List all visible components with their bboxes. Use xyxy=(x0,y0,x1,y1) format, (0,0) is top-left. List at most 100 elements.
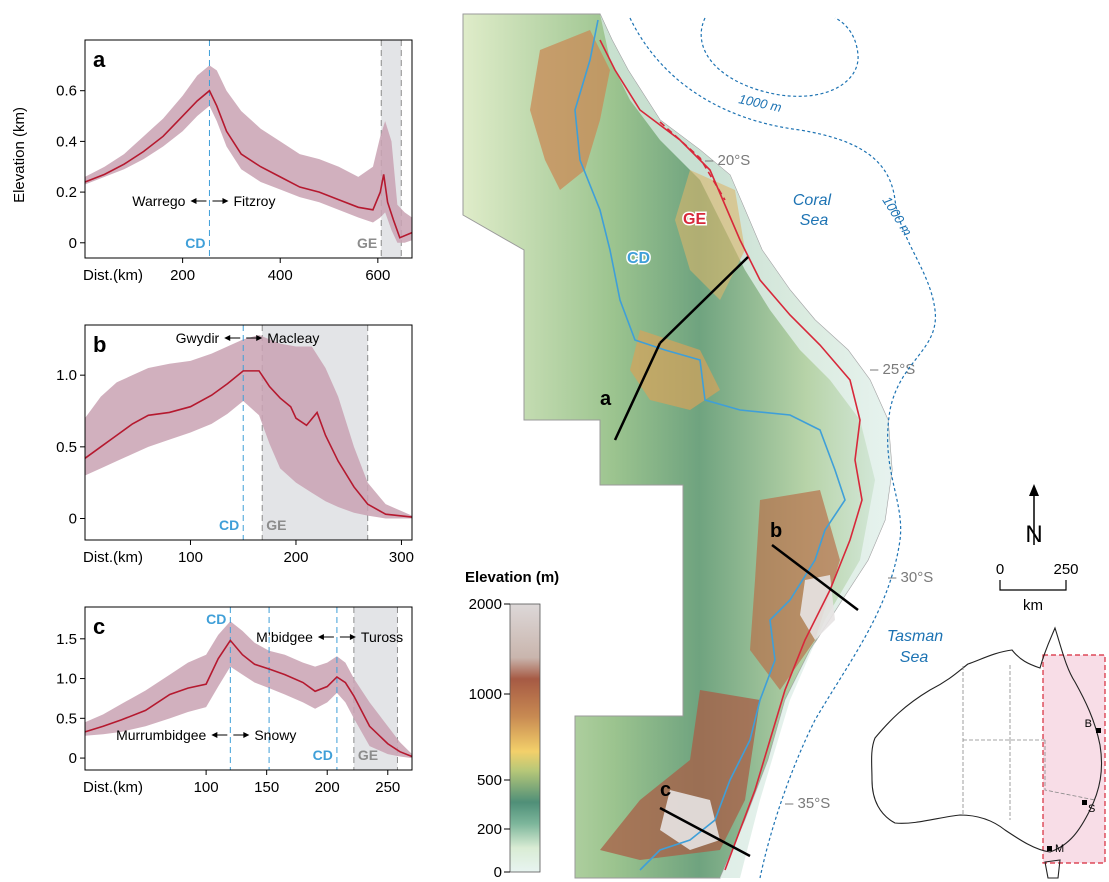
lat-label-20: – 20°S xyxy=(705,152,750,169)
y-tick-label: 0.6 xyxy=(56,83,77,100)
plot-frame xyxy=(84,39,413,259)
plot-frame xyxy=(84,606,413,771)
drainage-basin-left: Warrego xyxy=(132,193,185,209)
elevation-range-band xyxy=(85,65,412,243)
y-tick-label: 0 xyxy=(69,511,77,528)
australia-inset: B S M xyxy=(871,626,1106,879)
contour-label-east: 1000 m xyxy=(879,194,915,239)
scale-unit: km xyxy=(1023,597,1043,614)
scale-tick-0: 0 xyxy=(996,561,1004,578)
elevation-range-band xyxy=(85,621,412,759)
arrow-head xyxy=(349,634,356,640)
y-tick-label: 1.0 xyxy=(56,671,77,688)
x-tick-label: 250 xyxy=(375,779,400,796)
bathymetry-contour-east xyxy=(629,17,936,879)
elevation-map: a b c GE CD – 20°S – 25°S – 30°S – 35°S … xyxy=(462,13,943,879)
legend-title: Elevation (m) xyxy=(465,569,559,586)
scale-tick-250: 250 xyxy=(1053,561,1078,578)
highland-ne xyxy=(675,170,745,300)
alpine-snow-2 xyxy=(800,575,835,640)
sea-label-coral: Coral xyxy=(793,192,832,209)
panel-letter: c xyxy=(93,614,105,639)
y-tick-label: 0.4 xyxy=(56,133,77,150)
transect-c xyxy=(659,806,751,858)
lat-label-25: – 25°S xyxy=(870,361,915,378)
australia-outline xyxy=(871,626,1103,853)
x-tick-label: 200 xyxy=(315,779,340,796)
highland-south xyxy=(600,690,760,860)
continental-divide-line xyxy=(574,19,846,871)
cd-label-top: CD xyxy=(206,611,226,627)
inset-city-s: S xyxy=(1088,803,1095,815)
panel-letter: b xyxy=(93,332,106,357)
legend-tick-label: 500 xyxy=(477,772,502,789)
map-ge-label: GE xyxy=(683,211,706,228)
x-tick-label: 400 xyxy=(268,267,293,284)
arrow-head xyxy=(190,198,197,204)
transect-label-a: a xyxy=(600,388,612,410)
x-tick-label: 150 xyxy=(254,779,279,796)
map-cd-label: CD xyxy=(627,250,650,267)
legend-tick-label: 2000 xyxy=(469,596,502,613)
ge-escarpment-dashed xyxy=(659,121,726,201)
x-axis-label: Dist.(km) xyxy=(83,267,143,284)
arrow-head xyxy=(243,732,250,738)
drainage-basin-right: Snowy xyxy=(254,727,296,743)
ge-label: GE xyxy=(266,517,286,533)
mean-elevation-line xyxy=(84,639,413,758)
transect-a xyxy=(613,342,662,441)
transect-a-2 xyxy=(659,256,749,344)
x-tick-label: 200 xyxy=(283,549,308,566)
x-axis-label: Dist.(km) xyxy=(83,779,143,796)
arrow-head xyxy=(317,634,324,640)
scale-bar: 0 250 km xyxy=(996,561,1079,614)
profile-panel-b: 0 0.5 1.0 100 200 300 Dist.(km) b CD GE Gwydir Macl… xyxy=(56,324,414,566)
bathymetry-contour-north xyxy=(700,17,859,97)
y-axis-label: Elevation (km) xyxy=(11,107,28,203)
drainage-basin-right: Macleay xyxy=(267,330,319,346)
profile-panel-a: 0 0.2 0.4 0.6 200 400 600 Dist.(km) a CD GE Warrego… xyxy=(56,39,413,284)
arrow-head xyxy=(211,732,218,738)
x-tick-label: 600 xyxy=(365,267,390,284)
north-arrow: N xyxy=(1025,484,1043,548)
drainage-basin-right: Fitzroy xyxy=(233,193,275,209)
drainage-basin-right: Tuross xyxy=(361,629,403,645)
y-tick-label: 0 xyxy=(69,235,77,252)
y-tick-label: 0.5 xyxy=(56,710,77,727)
sea-label-tasman-2: Sea xyxy=(900,649,929,666)
drainage-basin-left: M’bidgee xyxy=(256,629,313,645)
north-label: N xyxy=(1025,521,1042,548)
lat-label-30: – 30°S xyxy=(888,569,933,586)
inset-highlight xyxy=(1042,654,1106,864)
y-tick-label: 1.5 xyxy=(56,631,77,648)
legend-tick-label: 200 xyxy=(477,821,502,838)
transect-b xyxy=(771,544,859,611)
legend-tick-label: 1000 xyxy=(469,686,502,703)
lat-label-35: – 35°S xyxy=(785,795,830,812)
ge-label: GE xyxy=(358,747,378,763)
sea-label-coral-2: Sea xyxy=(800,212,829,229)
elevation-range-band xyxy=(85,335,412,519)
sea-label-tasman: Tasman xyxy=(887,628,943,645)
cd-label: CD xyxy=(185,235,205,251)
highland-north xyxy=(530,30,610,190)
contour-label-north: 1000 m xyxy=(737,91,783,115)
panel-letter: a xyxy=(93,47,106,72)
arrow-head xyxy=(222,198,229,204)
transect-label-c: c xyxy=(660,779,671,801)
arrow-head xyxy=(224,335,231,341)
state-borders xyxy=(962,665,1096,820)
x-tick-label: 100 xyxy=(194,779,219,796)
legend-colorbar xyxy=(509,603,541,873)
arrow-head xyxy=(256,335,263,341)
y-tick-label: 1.0 xyxy=(56,367,77,384)
x-tick-label: 200 xyxy=(170,267,195,284)
x-tick-label: 100 xyxy=(178,549,203,566)
alpine-snow xyxy=(660,790,720,850)
cd-label: CD xyxy=(313,747,333,763)
x-tick-label: 300 xyxy=(389,549,414,566)
x-axis-label: Dist.(km) xyxy=(83,549,143,566)
mean-elevation-line xyxy=(84,370,413,518)
transect-label-b: b xyxy=(770,520,782,542)
